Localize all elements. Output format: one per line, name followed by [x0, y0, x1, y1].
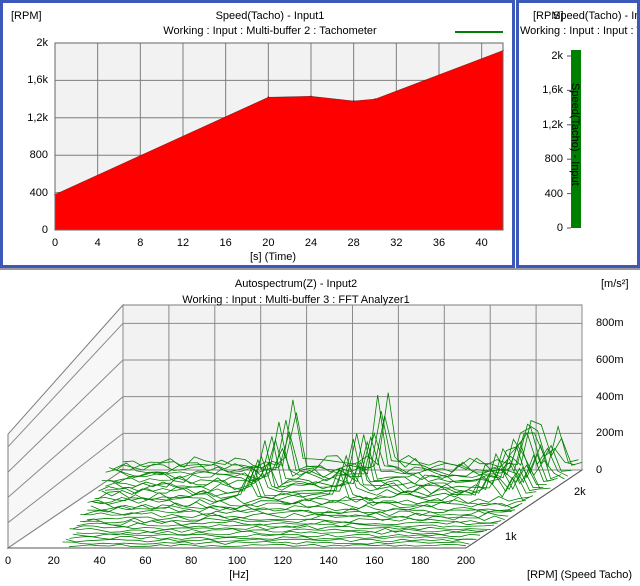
x-tick-label: 4 [94, 237, 101, 249]
spectrum-unit-label: [m/s²] [601, 278, 629, 290]
speed-chart-subtitle: Working : Input : Multi-buffer 2 : Tacho… [163, 25, 377, 37]
spectrum-trace [69, 535, 477, 540]
meter-tick-label: 2k [551, 50, 563, 62]
plot-border [54, 42, 504, 231]
meter-bar-label: Speed(Tacho) - Input [569, 83, 581, 186]
x-tick-label: 80 [185, 555, 198, 567]
spectrum-trace [83, 509, 512, 517]
speed-time-panel[interactable]: [RPM] Speed(Tacho) - Input1 Working : In… [0, 0, 515, 268]
left-gridline [7, 396, 124, 498]
left-gridline [7, 432, 124, 524]
x-tick-label: 40 [475, 237, 488, 249]
y-tick-label: 1,2k [27, 111, 48, 124]
x-tick-label: 36 [432, 237, 446, 249]
spectrum-trace [65, 538, 474, 543]
speed-data-point [267, 96, 270, 99]
y-tick-label: 0 [41, 224, 48, 236]
speed-meter-panel[interactable]: [RPM] Speed(Tacho) - Ir Working : Input … [516, 0, 640, 268]
meter-bar [571, 50, 581, 228]
speed-data-point [374, 98, 376, 100]
meter-tick-label: 400 [544, 187, 563, 200]
spectrum-trace [94, 501, 523, 510]
spectrum-trace [122, 392, 583, 468]
z-tick-label: 1k [505, 531, 517, 543]
spectrum-trace [101, 454, 540, 497]
spectrum-trace [115, 411, 576, 474]
y-tick-label: 2k [36, 37, 48, 49]
x-tick-label: 120 [273, 555, 292, 567]
depth-axis [465, 469, 583, 549]
x-tick-label: 28 [347, 237, 360, 249]
z-tick-label: 2k [574, 486, 586, 498]
x-tick-label: 20 [262, 237, 275, 249]
waterfall-chart [6, 303, 584, 549]
y-tick-label: 400m [596, 390, 624, 403]
spectrum-x-axis-label: [Hz] [229, 569, 249, 581]
spectrum-z-axis-label: [RPM] (Speed Tacho) [527, 569, 632, 581]
spectrum-trace [76, 522, 495, 528]
x-tick-label: 32 [390, 237, 403, 249]
speed-time-chart [54, 31, 504, 231]
y-tick-label: 600m [596, 354, 624, 366]
left-gridline [7, 469, 124, 549]
speed-data-point [352, 100, 355, 102]
spectrum-trace [98, 438, 547, 493]
spectrum-trace [72, 533, 481, 538]
x-tick-label: 8 [137, 237, 144, 249]
x-tick-label: 20 [47, 555, 60, 567]
spectrum-trace [112, 395, 572, 476]
x-tick-label: 40 [93, 555, 106, 567]
spectrum-trace [83, 517, 502, 524]
speed-meter-chart [567, 50, 581, 229]
left-gridline [7, 322, 124, 448]
x-tick-label: 0 [4, 555, 12, 567]
meter-unit-label: [RPM] [533, 10, 564, 22]
x-tick-label: 180 [411, 555, 430, 567]
left-gridline [7, 359, 124, 473]
meter-chart-title: Speed(Tacho) - Ir [553, 10, 638, 22]
meter-tick-label: 1,2k [542, 118, 563, 131]
spectrum-trace [90, 504, 519, 512]
meter-tick-label: 0 [556, 222, 563, 234]
x-tick-label: 100 [227, 555, 247, 567]
x-tick-label: 200 [456, 555, 476, 567]
autospectrum-panel[interactable]: Autospectrum(Z) - Input2 Working : Input… [0, 268, 640, 586]
spectrum-trace [97, 463, 537, 500]
speed-unit-label: [RPM] [11, 10, 42, 22]
x-tick-label: 60 [139, 555, 152, 567]
spectrum-trace [80, 512, 509, 519]
spectrum-trace [87, 498, 526, 507]
spectrum-chart-subtitle: Working : Input : Multi-buffer 3 : FFT A… [182, 294, 410, 306]
x-tick-label: 0 [51, 237, 59, 249]
spectrum-trace [62, 541, 470, 545]
spectrum-trace [87, 514, 505, 521]
y-tick-label: 800 [29, 149, 48, 162]
y-tick-label: 1,6k [27, 74, 48, 87]
spectrum-trace [108, 434, 558, 486]
x-tick-label: 16 [219, 237, 232, 249]
spectrum-trace [69, 543, 467, 548]
spectrum-trace [72, 525, 491, 531]
meter-chart-subtitle: Working : Input : Input : T [520, 25, 640, 37]
spectrum-trace [87, 506, 516, 514]
x-tick-label: 12 [176, 237, 190, 249]
y-tick-label: 200m [596, 427, 624, 440]
spectrum-trace [91, 496, 530, 505]
meter-tick-label: 1,6k [542, 84, 563, 97]
x-tick-label: 24 [304, 237, 318, 249]
speed-x-axis-label: [s] (Time) [249, 251, 297, 263]
y-tick-label: 800m [596, 317, 624, 330]
y-tick-label: 400 [29, 186, 48, 199]
speed-chart-title: Speed(Tacho) - Input1 [215, 10, 325, 22]
speed-data-point [310, 95, 312, 98]
spectrum-trace [80, 520, 498, 526]
meter-tick-label: 800 [544, 153, 563, 166]
y-tick-label: 0 [596, 464, 603, 476]
x-tick-label: 160 [365, 555, 384, 567]
x-tick-label: 140 [319, 555, 338, 567]
spectrum-chart-title: Autospectrum(Z) - Input2 [234, 278, 358, 290]
spectrum-trace [69, 527, 488, 533]
